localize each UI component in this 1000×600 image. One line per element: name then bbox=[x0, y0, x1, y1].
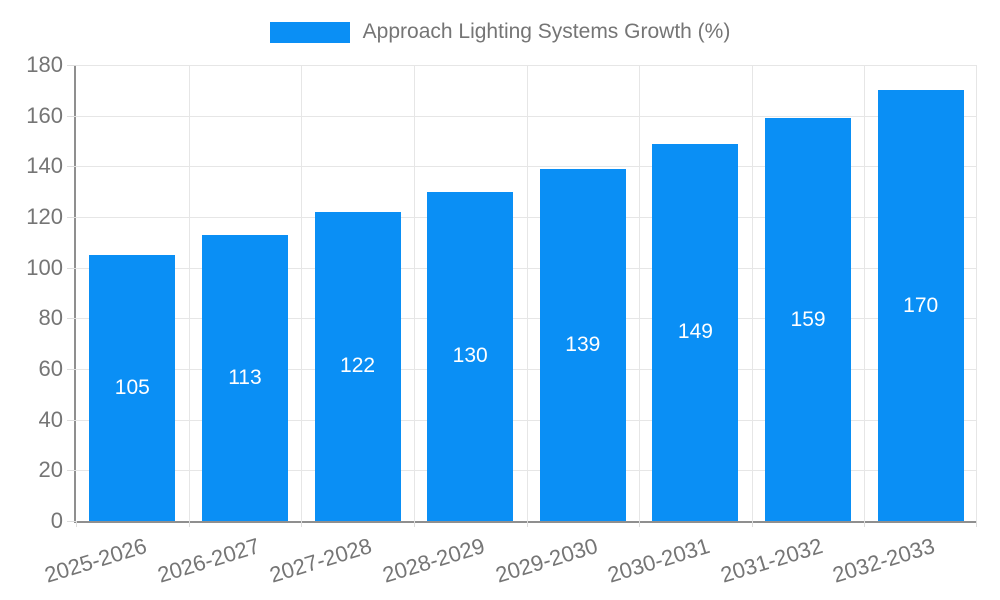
x-axis-tick bbox=[526, 521, 528, 527]
bar-value-label: 105 bbox=[114, 376, 150, 399]
y-axis-tick bbox=[67, 521, 76, 522]
y-axis-tick-label: 60 bbox=[38, 356, 63, 381]
y-axis-tick-label: 40 bbox=[38, 406, 63, 432]
grid-line-vertical bbox=[301, 65, 303, 521]
bar-value-label: 149 bbox=[677, 320, 713, 344]
y-axis-tick-label: 0 bbox=[50, 508, 63, 533]
x-axis-tick bbox=[639, 521, 641, 527]
y-axis-tick-label: 120 bbox=[26, 204, 63, 229]
chart-legend: Approach Lighting Systems Growth (%) bbox=[0, 20, 1000, 44]
grid-line-vertical bbox=[188, 65, 190, 521]
x-axis-tick-label: 2028-2029 bbox=[379, 533, 488, 588]
bar-value-label: 170 bbox=[903, 293, 939, 317]
grid-line-vertical bbox=[976, 65, 977, 521]
bar-value-label: 113 bbox=[228, 365, 262, 389]
y-axis-tick-label: 180 bbox=[26, 52, 63, 77]
legend-label: Approach Lighting Systems Growth (%) bbox=[362, 20, 731, 43]
y-axis-tick bbox=[67, 419, 76, 421]
x-axis-tick bbox=[188, 521, 190, 527]
x-axis-tick bbox=[413, 521, 415, 527]
x-axis-tick-label: 2029-2030 bbox=[492, 533, 601, 588]
x-axis-tick-label: 2030-2031 bbox=[604, 533, 713, 588]
x-axis-tick-label: 2026-2027 bbox=[154, 533, 263, 588]
legend-swatch bbox=[269, 21, 350, 43]
x-axis-tick-label: 2025-2026 bbox=[41, 533, 150, 588]
plot-area: 0 20 40 60 80 100 120 140 160 180 105 2025-2026 113 2… bbox=[26, 52, 977, 588]
bar bbox=[652, 143, 739, 521]
bar-value-label: 130 bbox=[452, 344, 488, 368]
y-axis-tick-label: 140 bbox=[26, 153, 63, 179]
bar bbox=[89, 255, 176, 521]
y-axis-tick bbox=[67, 115, 76, 117]
grid-line-vertical bbox=[864, 65, 866, 521]
grid-line-vertical bbox=[526, 65, 528, 521]
bar-value-label: 139 bbox=[565, 332, 601, 356]
bar bbox=[427, 191, 514, 521]
bar-value-label: 122 bbox=[340, 354, 376, 378]
y-axis-tick bbox=[67, 166, 76, 168]
bar bbox=[539, 168, 626, 521]
bar bbox=[765, 118, 852, 521]
y-axis-tick-label: 160 bbox=[26, 102, 63, 128]
grid-line-vertical bbox=[751, 65, 753, 521]
x-axis-tick bbox=[301, 521, 303, 527]
y-axis-tick bbox=[67, 318, 76, 320]
y-axis-tick bbox=[67, 369, 76, 370]
x-axis-tick bbox=[751, 521, 753, 527]
y-axis-tick bbox=[67, 217, 76, 218]
y-axis-tick-label: 80 bbox=[38, 305, 63, 331]
x-axis-tick bbox=[976, 521, 977, 527]
x-axis-tick bbox=[864, 521, 866, 527]
y-axis-tick bbox=[67, 65, 76, 66]
y-axis-tick-label: 100 bbox=[26, 254, 63, 280]
bar bbox=[314, 211, 401, 521]
x-axis-tick bbox=[76, 521, 77, 527]
y-axis-tick bbox=[67, 267, 76, 269]
grid-line-vertical bbox=[413, 65, 415, 521]
bar-value-label: 159 bbox=[790, 307, 826, 331]
y-axis-tick bbox=[67, 470, 76, 472]
x-axis-tick-label: 2027-2028 bbox=[266, 533, 375, 588]
grid-line-vertical bbox=[639, 65, 641, 521]
x-axis-tick-label: 2032-2033 bbox=[830, 533, 938, 588]
x-axis-tick-label: 2031-2032 bbox=[717, 533, 826, 588]
bar bbox=[877, 90, 964, 521]
y-axis-tick-label: 20 bbox=[38, 457, 63, 483]
bar bbox=[201, 234, 288, 521]
